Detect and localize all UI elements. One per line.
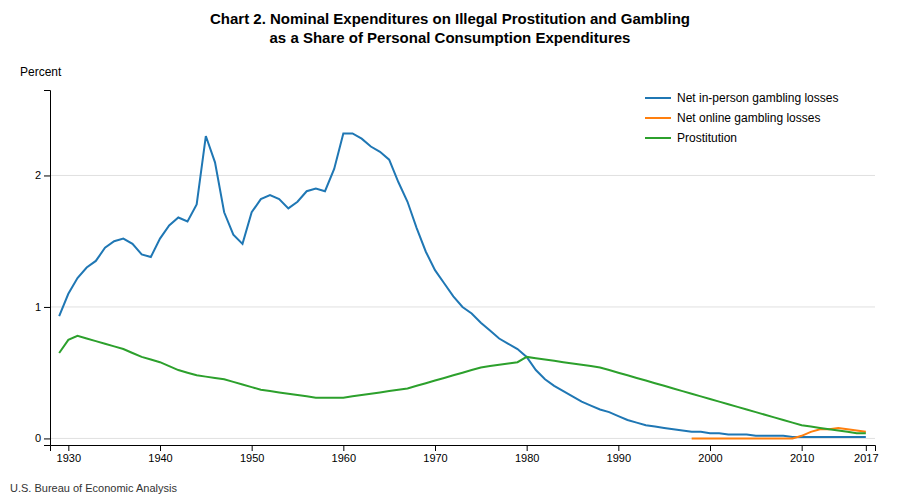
legend-item: Net in-person gambling losses <box>645 91 838 105</box>
title-line: as a Share of Personal Consumption Expen… <box>270 29 631 46</box>
legend-swatch <box>645 97 671 99</box>
legend-item: Prostitution <box>645 131 737 145</box>
legend-label: Prostitution <box>677 131 737 145</box>
x-tick-label: 1970 <box>423 452 447 464</box>
x-tick-label: 1950 <box>240 452 264 464</box>
title: Chart 2. Nominal Expenditures on Illegal… <box>210 10 690 46</box>
legend-item: Net online gambling losses <box>645 111 820 125</box>
legend-label: Net in-person gambling losses <box>677 91 838 105</box>
x-tick-label: 2000 <box>698 452 722 464</box>
annotation: U.S. Bureau of Economic Analysis <box>10 482 177 494</box>
x-tick-label: 1930 <box>57 452 81 464</box>
x-tick: 2010 <box>790 445 814 464</box>
y-tick-label: 0 <box>35 432 41 444</box>
plot: 1930 1940 1950 1960 1970 1980 1990 2000 2010 2017… <box>35 91 879 464</box>
x-tick-mark <box>710 445 711 451</box>
y-tick-mark <box>44 307 50 308</box>
x-tick: 2000 <box>698 445 722 464</box>
series-line <box>59 336 866 433</box>
x-tick-label: 2017 <box>854 452 878 464</box>
y-tick-mark <box>44 438 50 439</box>
title-line: Chart 2. Nominal Expenditures on Illegal… <box>210 10 690 27</box>
x-tick: 1970 <box>423 445 447 464</box>
legend-swatch <box>645 137 671 139</box>
x-axis-line <box>51 446 876 452</box>
x-tick: 1990 <box>607 445 631 464</box>
y-tick-label: 2 <box>35 169 41 181</box>
x-tick-label: 1940 <box>148 452 172 464</box>
x-tick: 1950 <box>240 445 264 464</box>
x-tick-mark <box>435 445 436 451</box>
y-tick: 0 <box>35 432 50 444</box>
legend-swatch <box>645 117 671 119</box>
y-tick-mark <box>44 175 50 176</box>
x-tick: 1960 <box>332 445 356 464</box>
x-tick: 1930 <box>57 445 81 464</box>
grid-line <box>50 175 875 176</box>
lines <box>59 133 866 438</box>
x-tick-mark <box>527 445 528 451</box>
x-tick: 1940 <box>148 445 172 464</box>
x-tick-label: 1990 <box>607 452 631 464</box>
y-axis: 0 1 2 <box>35 91 51 446</box>
x-tick-mark <box>802 445 803 451</box>
series-line <box>692 428 866 439</box>
x-tick-label: 2010 <box>790 452 814 464</box>
x-tick-mark <box>618 445 619 451</box>
y-tick: 1 <box>35 301 50 313</box>
x-tick-mark <box>343 445 344 451</box>
x-tick-label: 1980 <box>515 452 539 464</box>
y-tick-label: 1 <box>35 301 41 313</box>
x-tick-mark <box>866 445 867 451</box>
x-tick-mark <box>252 445 253 451</box>
y-axis-line <box>44 91 51 446</box>
x-tick-label: 1960 <box>332 452 356 464</box>
series-line <box>59 133 866 437</box>
x-tick-mark <box>68 445 69 451</box>
x-tick: 2017 <box>854 445 878 464</box>
y-tick: 2 <box>35 169 50 181</box>
legend: Net in-person gambling losses Net online … <box>645 91 838 145</box>
legend-label: Net online gambling losses <box>677 111 820 125</box>
x-tick-mark <box>160 445 161 451</box>
x-tick: 1980 <box>515 445 539 464</box>
x-axis: 1930 1940 1950 1960 1970 1980 1990 2000 2010 2017 <box>51 445 879 464</box>
chart: Chart 2. Nominal Expenditures on Illegal… <box>0 0 900 500</box>
y-axis-title: Percent <box>20 65 62 79</box>
